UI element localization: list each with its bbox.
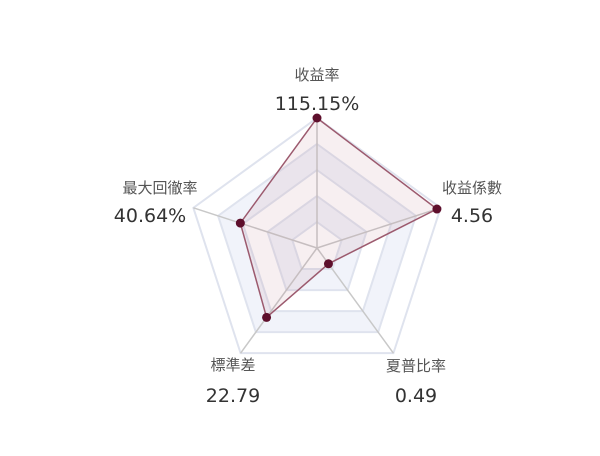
radar-point-5: [235, 218, 245, 228]
radar-spoke-5: [193, 207, 318, 249]
radar-point-2: [432, 204, 442, 214]
radar-point-3: [323, 259, 333, 269]
radar-series-area: [239, 116, 439, 319]
indicator-name-4: 標準差: [210, 356, 255, 374]
indicator-name-1: 收益率: [294, 66, 339, 84]
radar-spoke-2: [316, 207, 441, 249]
radar-point-1: [312, 113, 322, 123]
radar-spoke-4: [239, 247, 318, 354]
indicator-value-3: 0.49: [395, 385, 437, 407]
indicator-value-5: 40.64%: [114, 205, 186, 227]
indicator-name-2: 收益係數: [442, 179, 502, 197]
indicator-value-2: 4.56: [451, 205, 493, 227]
indicator-name-5: 最大回徹率: [122, 179, 197, 197]
indicator-value-1: 115.15%: [275, 93, 360, 115]
indicator-value-4: 22.79: [206, 385, 260, 407]
indicator-name-3: 夏普比率: [386, 357, 446, 375]
radar-point-4: [262, 312, 272, 322]
